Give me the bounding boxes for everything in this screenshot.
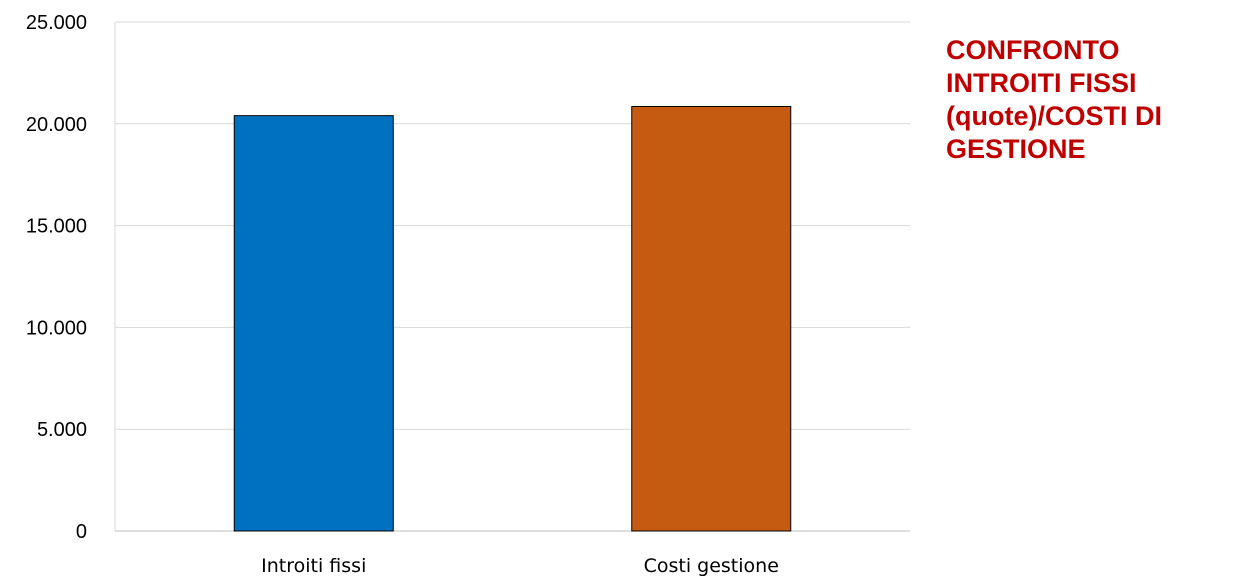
chart-title-line: CONFRONTO [946,35,1120,65]
chart-title-line: GESTIONE [946,134,1086,164]
y-tick-label: 5.000 [37,419,87,441]
chart-title-line: (quote)/COSTI DI [946,101,1162,131]
y-tick-label: 0 [76,521,87,543]
bars [233,105,792,532]
x-category-label: Costi gestione [644,555,779,577]
y-tick-label: 10.000 [26,317,87,339]
bar [233,115,394,532]
x-axis-categories: Introiti fissi Costi gestione [261,555,779,577]
x-category-label: Introiti fissi [261,555,366,577]
y-tick-label: 15.000 [26,216,87,238]
chart-title-line: INTROITI FISSI [946,68,1137,98]
chart-title: CONFRONTO INTROITI FISSI (quote)/COSTI D… [946,34,1236,166]
bar [631,105,792,532]
y-tick-label: 20.000 [26,114,87,136]
y-axis-ticks: 0 5.000 10.000 15.000 20.000 25.000 [26,12,87,543]
y-tick-label: 25.000 [26,12,87,34]
